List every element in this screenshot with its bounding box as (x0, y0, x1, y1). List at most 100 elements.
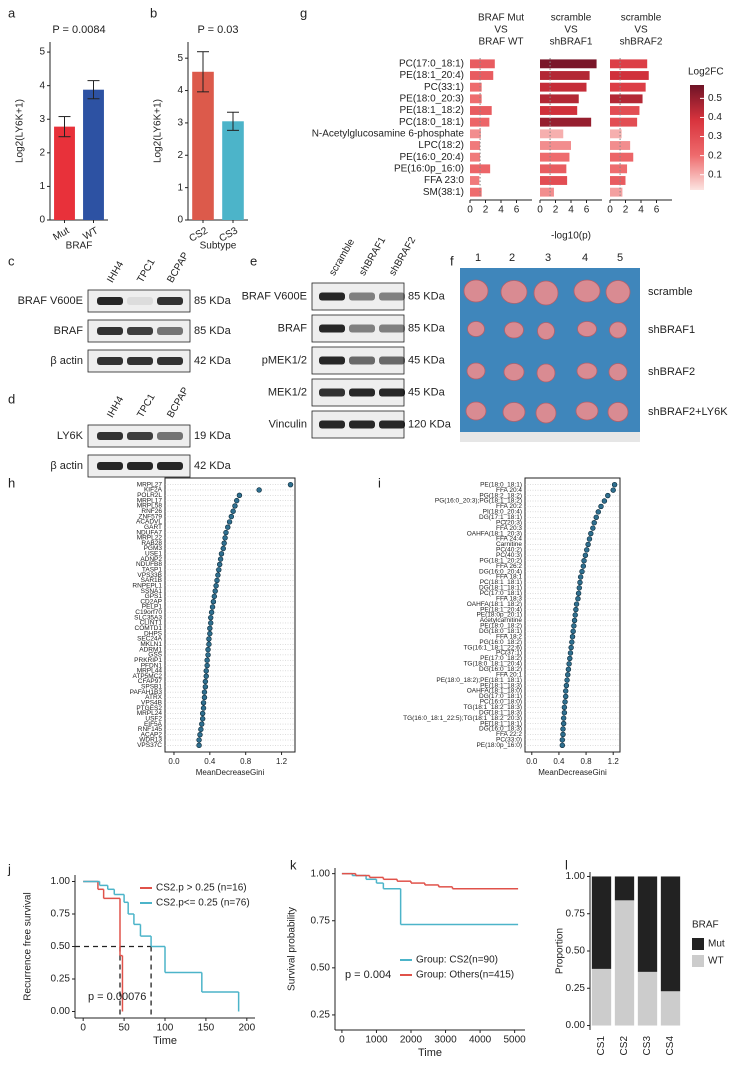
x-tick-label: 0.0 (168, 757, 180, 766)
row-label: PE(16:0p_16:0) (394, 163, 464, 174)
blot-band (127, 432, 153, 440)
dot (590, 525, 596, 531)
blot-band (127, 327, 153, 335)
row-label: OAHFA(18:1_18:0) (467, 688, 522, 695)
column-label: 4 (582, 252, 588, 264)
blot-band (97, 327, 123, 335)
row-label: PE(18:0p_20:1) (476, 612, 522, 619)
bar (83, 89, 104, 220)
tumour (605, 280, 631, 304)
bar (540, 59, 597, 69)
size-label: 45 KDa (408, 386, 446, 398)
row-label: TASP1 (142, 566, 162, 573)
size-label: 120 KDa (408, 418, 452, 430)
x-tick-label: 2 (483, 205, 489, 216)
bar-segment (637, 971, 658, 1026)
dot (560, 715, 567, 721)
colorbar-tick-label: 0.1 (708, 169, 722, 180)
ruler (460, 432, 640, 442)
dot (560, 720, 567, 727)
blot-band (349, 356, 375, 365)
row-label: PE(16:0_20:4) (400, 152, 465, 163)
row-label: FFA 26:2 (496, 563, 522, 570)
dot (570, 628, 576, 634)
dot (204, 662, 210, 669)
row-label: FFA 18:2 (496, 633, 522, 640)
row-label: PC(33:0) (496, 737, 522, 744)
blot-band (157, 432, 183, 440)
row-label: RNF145 (138, 726, 163, 733)
dot (234, 497, 240, 504)
x-tick-label: 3000 (434, 1035, 457, 1046)
row-label: PE(18:0_18:1) (480, 481, 522, 488)
row-label: PE(18:0_18:2) (480, 623, 522, 630)
subplot-title: BRAF WT (479, 37, 524, 48)
legend-label: CS2.p > 0.25 (n=16) (156, 883, 247, 894)
row-label: PC(37:1) (496, 650, 522, 657)
bar-segment (591, 876, 612, 969)
x-tick-label: CS3 (642, 1036, 653, 1056)
y-tick-label: 0 (39, 215, 45, 226)
dot (564, 677, 570, 683)
row-label: FFA 18:3 (496, 595, 522, 602)
row-label: FFA 20:3 (496, 525, 522, 532)
row-label: CLINT1 (140, 620, 163, 627)
panel-label: i (378, 475, 381, 490)
dot (569, 634, 576, 640)
x-axis-label: Time (418, 1047, 442, 1059)
dot (222, 535, 228, 541)
dot (206, 641, 212, 647)
blot-band (97, 462, 123, 470)
legend-swatch (692, 938, 704, 950)
row-label: DG(16:0_18:2) (479, 666, 522, 673)
dot (218, 551, 225, 557)
tumour (576, 362, 598, 380)
dot (571, 617, 578, 624)
panel-label: k (290, 857, 297, 872)
row-label: C19orf70 (135, 609, 162, 616)
row-label: PE(17:0_18:2) (480, 655, 522, 662)
row-label: ACAP2 (141, 731, 163, 738)
dot (577, 574, 584, 580)
y-tick-label: 5 (39, 47, 45, 58)
dot (204, 657, 210, 663)
bar (610, 71, 649, 80)
dot (203, 668, 209, 674)
tumour (500, 280, 528, 304)
x-tick-label: CS4 (665, 1036, 676, 1056)
x-tick-label: 200 (238, 1023, 255, 1034)
subplot-title: VS (634, 25, 648, 36)
row-label: PFDN1 (141, 662, 163, 669)
row-label: SM(38:1) (423, 187, 464, 198)
row-label: PG(18:2_18:2) (479, 492, 522, 499)
bar (610, 129, 622, 139)
bar (540, 152, 570, 162)
row-label: DHPS (144, 630, 163, 637)
x-axis-label: BRAF (66, 241, 93, 252)
blot-band (379, 292, 405, 301)
row-label: ACADVL (136, 519, 162, 526)
row-label: PE(18:1_18:2) (400, 105, 465, 116)
row-label: PE(18:1_18:3) (480, 682, 522, 689)
row-label: ATP5MC2 (133, 673, 163, 680)
y-tick-label: 3 (39, 114, 45, 125)
row-label: Acetylcarnitine (480, 617, 523, 624)
bar-segment (660, 991, 681, 1026)
panel-label: h (8, 475, 15, 490)
row-label: GPS1 (145, 593, 163, 600)
row-label: WDR13 (139, 737, 162, 744)
row-label: RNPEPL1 (132, 582, 162, 589)
dot (588, 530, 594, 537)
bar (54, 126, 75, 220)
dot (561, 704, 568, 710)
bar (470, 129, 481, 139)
blot-band (157, 462, 183, 470)
dot (214, 577, 220, 584)
legend-label: Group: CS2(n=90) (416, 955, 498, 966)
blot-band (349, 324, 375, 333)
dot (569, 639, 575, 645)
row-label: TG(18:1_18:2_18:3) (463, 704, 522, 711)
dot (565, 666, 572, 672)
dot (223, 529, 229, 536)
